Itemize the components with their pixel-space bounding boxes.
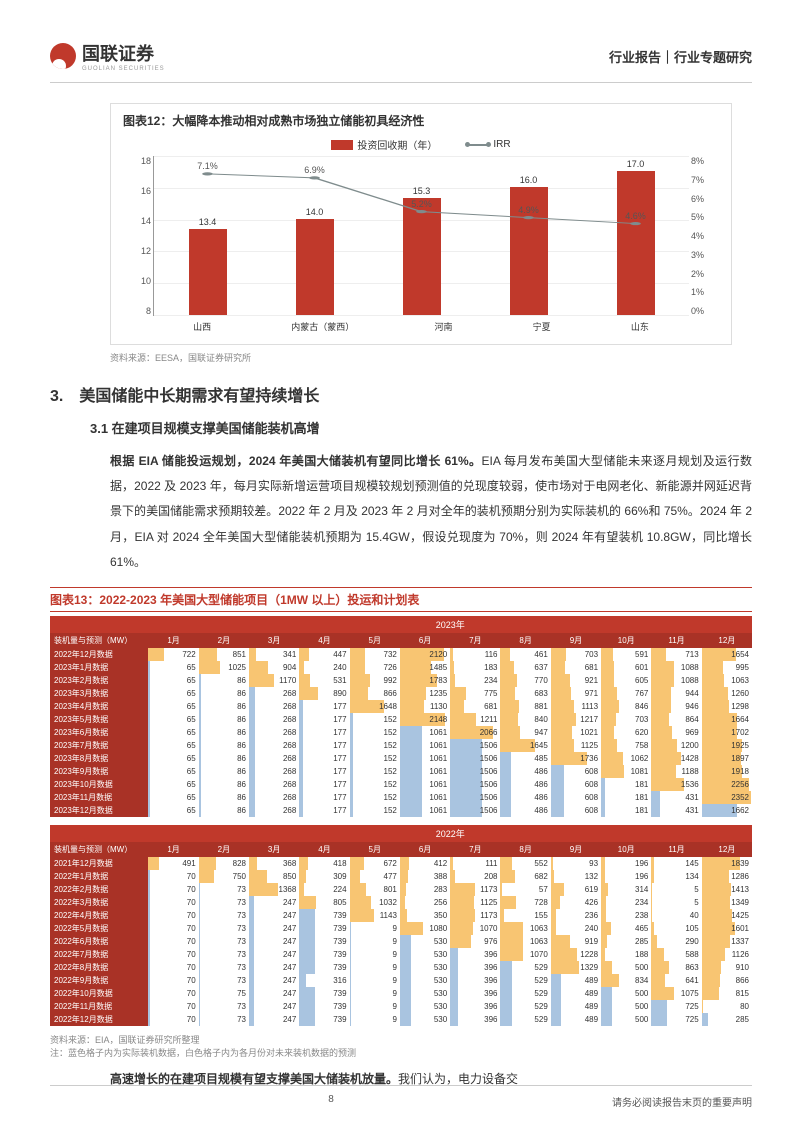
legend-bar-label: 投资回收期（年） <box>357 137 437 152</box>
legend-line: IRR <box>467 137 510 152</box>
page-header: 国联证券 GUOLIAN SECURITIES 行业报告｜行业专题研究 <box>50 40 752 83</box>
page-number: 8 <box>328 1094 334 1109</box>
chart12-title: 图表12：大幅降本推动相对成熟市场独立储能初具经济性 <box>123 112 719 129</box>
para-rest: EIA 每月发布美国大型储能未来逐月规划及运行数据，2022 及 2023 年，… <box>110 454 752 569</box>
table13-source: 资料来源：EIA，国联证券研究所整理 <box>50 1034 752 1047</box>
report-type: 行业报告｜行业专题研究 <box>609 47 752 66</box>
table13-block-2023: 2023年装机量与预测（MW）1月2月3月4月5月6月7月8月9月10月11月1… <box>50 616 752 817</box>
section3-para: 根据 EIA 储能投运规划，2024 年美国大储装机有望同比增长 61%。EIA… <box>110 449 752 575</box>
page-footer: 8 请务必阅读报告末页的重要声明 <box>50 1085 752 1109</box>
legend-bar: 投资回收期（年） <box>331 137 437 152</box>
company-name: 国联证券 <box>82 44 154 64</box>
footer-disclaimer: 请务必阅读报告末页的重要声明 <box>612 1094 752 1109</box>
para-bold: 根据 EIA 储能投运规划，2024 年美国大储装机有望同比增长 61%。 <box>110 454 482 468</box>
company-logo: 国联证券 GUOLIAN SECURITIES <box>50 40 165 72</box>
logo-icon <box>50 43 76 69</box>
legend-bar-swatch <box>331 140 353 150</box>
chart12-source: 资料来源：EESA，国联证券研究所 <box>110 351 732 364</box>
chart12-legend: 投资回收期（年） IRR <box>123 137 719 152</box>
chart12-panel: 图表12：大幅降本推动相对成熟市场独立储能初具经济性 投资回收期（年） IRR … <box>110 103 732 345</box>
section3-sub: 3.1 在建项目规模支撑美国储能装机高增 <box>90 418 752 437</box>
chart12-area: 181614121088%7%6%5%4%3%2%1%0%13.414.015.… <box>153 156 689 336</box>
table13-title: 图表13：2022-2023 年美国大型储能项目（1MW 以上）投运和计划表 <box>50 587 752 612</box>
legend-line-label: IRR <box>493 139 510 150</box>
table13-block-2022: 2022年装机量与预测（MW）1月2月3月4月5月6月7月8月9月10月11月1… <box>50 825 752 1026</box>
company-name-en: GUOLIAN SECURITIES <box>82 66 165 72</box>
table13-note: 注：蓝色格子内为实际装机数据，白色格子内为各月份对未来装机数据的预测 <box>50 1047 752 1060</box>
legend-line-swatch <box>467 144 489 146</box>
section3-heading: 3. 美国储能中长期需求有望持续增长 <box>50 382 752 406</box>
